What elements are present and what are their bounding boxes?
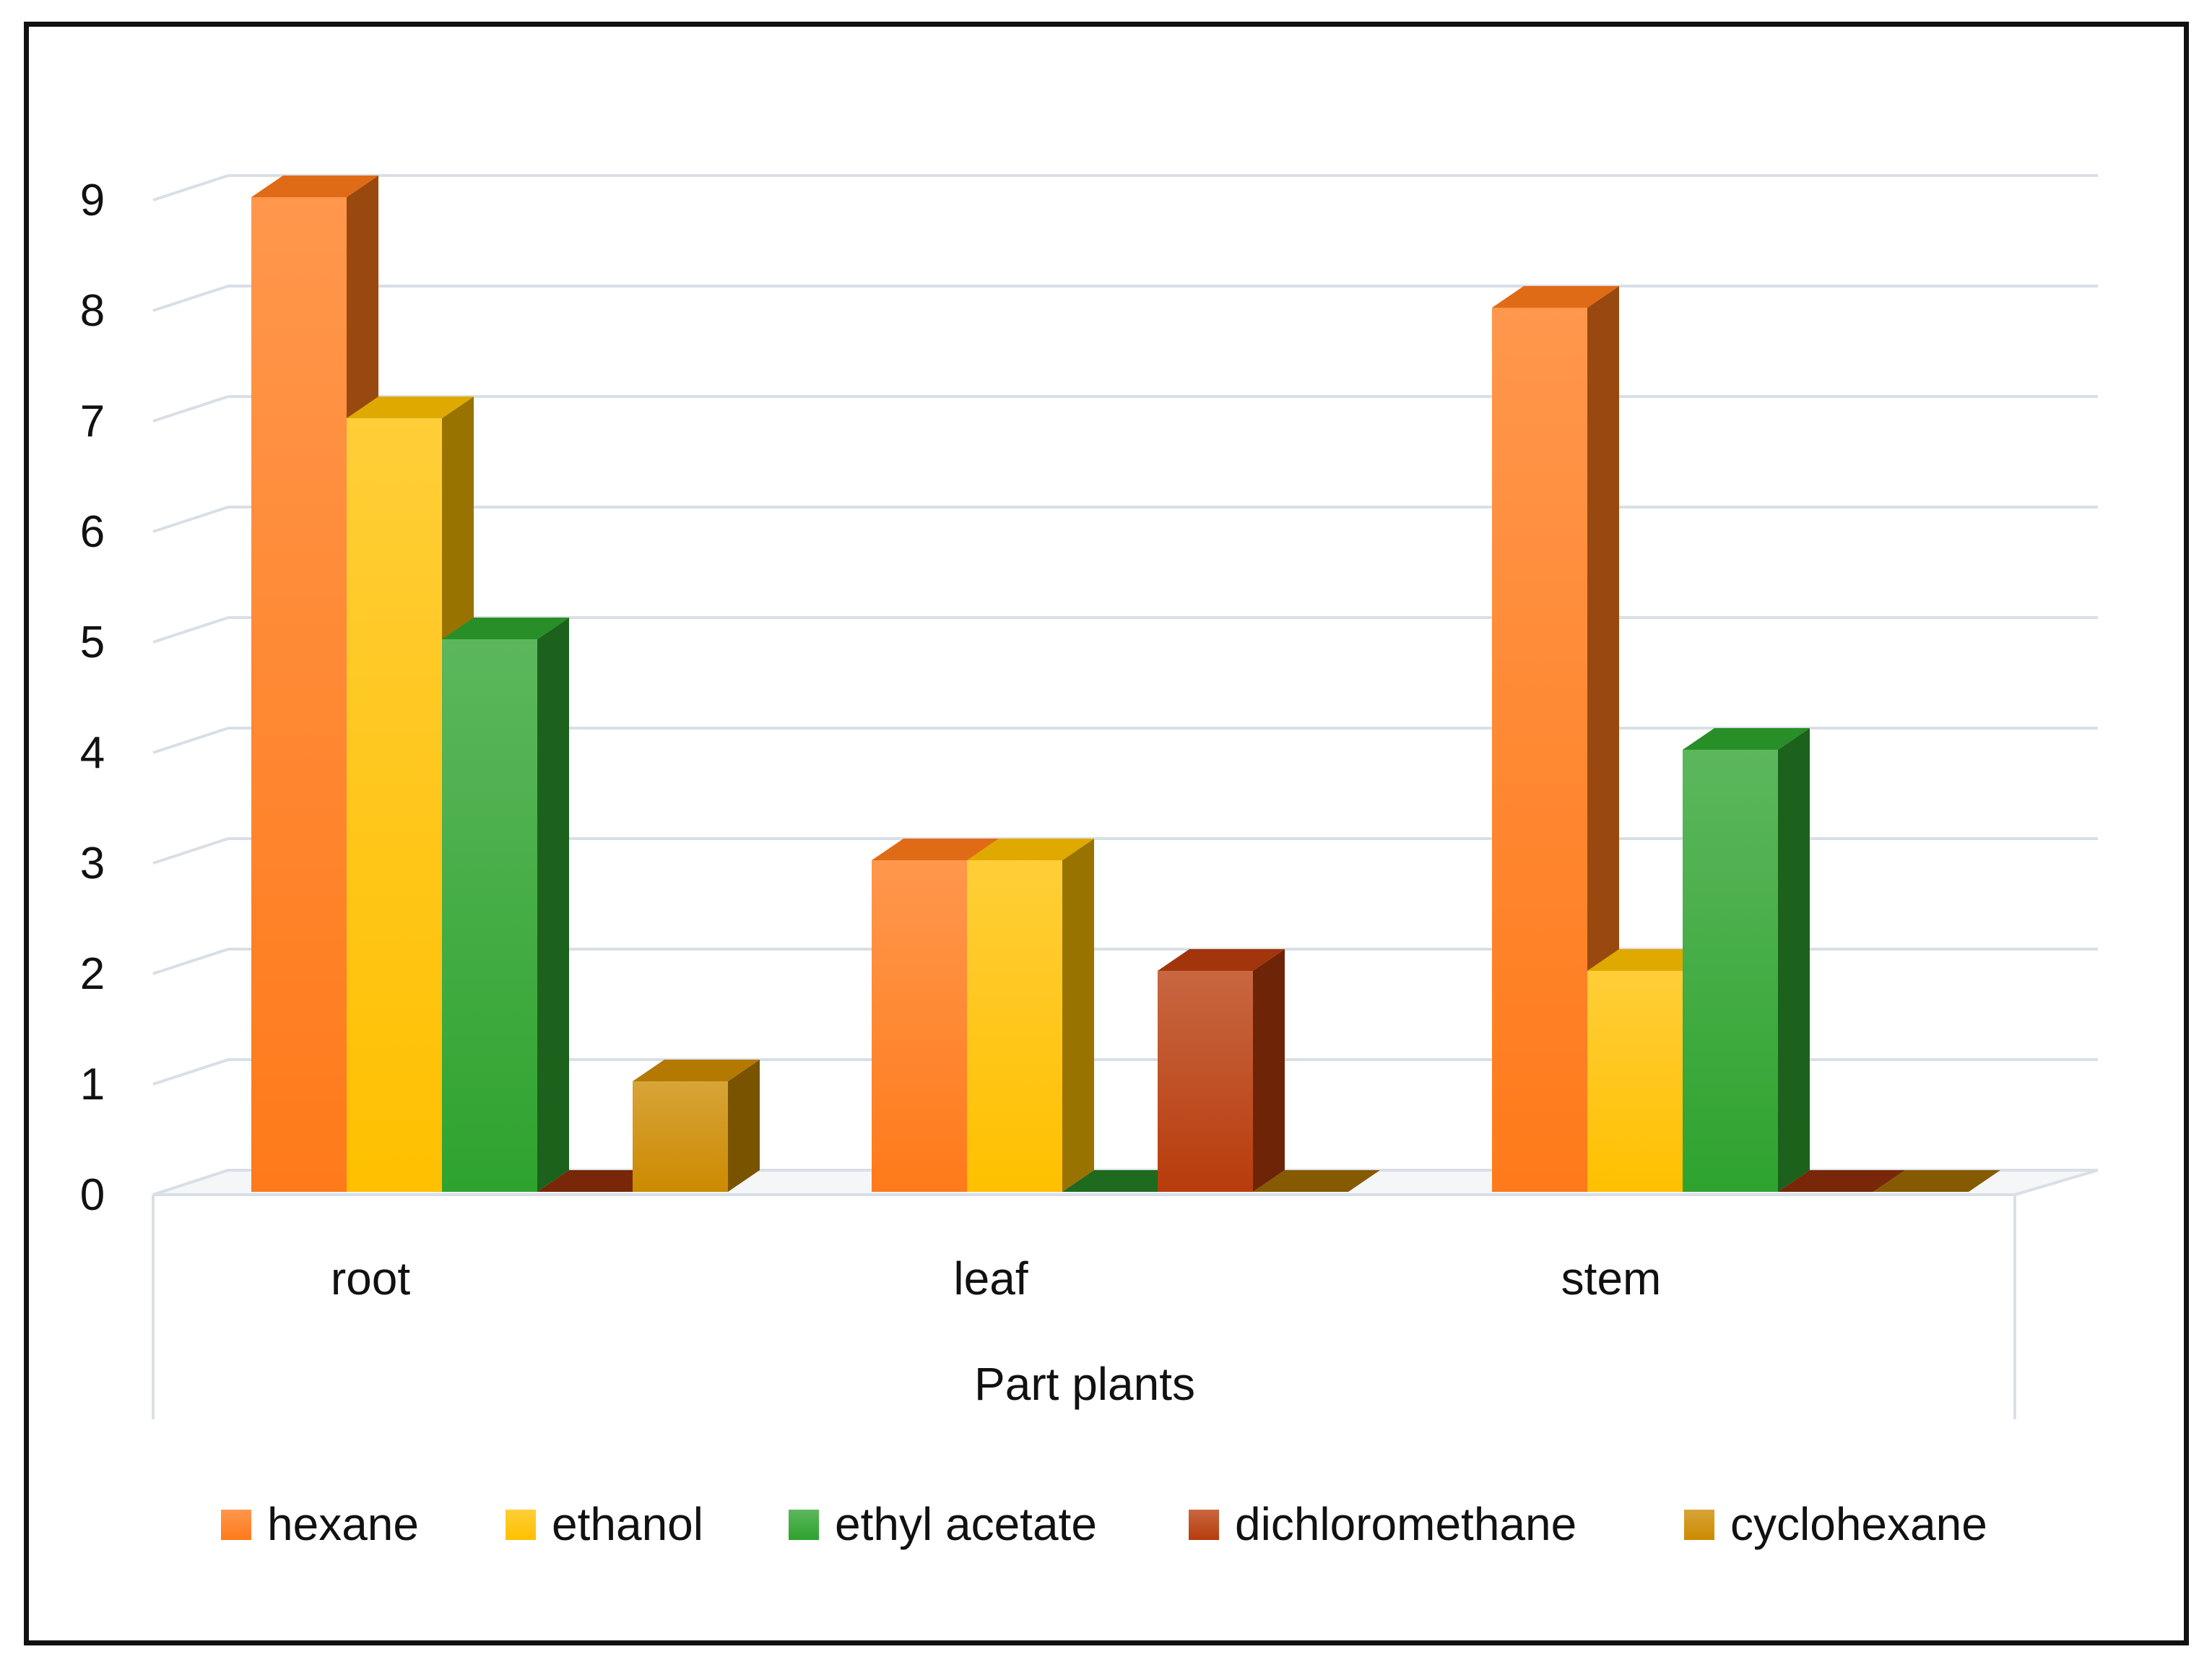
bar xyxy=(1158,949,1285,1192)
legend-swatch xyxy=(789,1510,819,1540)
legend-label: hexane xyxy=(267,1498,419,1550)
y-tick-label: 5 xyxy=(80,618,105,667)
axis-labels: Part plants 0 1 2 3 4 5 6 7 8 9 root leaf stem xyxy=(80,176,1662,1410)
gridline-side xyxy=(152,727,229,754)
gridline-side xyxy=(152,174,229,202)
gridline-side xyxy=(152,948,229,975)
legend-item: ethyl acetate xyxy=(789,1498,1097,1550)
y-tick-label: 1 xyxy=(80,1060,105,1109)
legend-swatch xyxy=(1189,1510,1219,1540)
bar xyxy=(967,839,1094,1192)
legend-item: cyclohexane xyxy=(1684,1498,1987,1550)
x-axis-title: Part plants xyxy=(974,1358,1195,1410)
bar xyxy=(1683,728,1810,1192)
bar xyxy=(1778,1170,1905,1192)
legend-item: ethanol xyxy=(506,1498,703,1550)
legend-swatch xyxy=(506,1510,536,1540)
legend-swatch xyxy=(1684,1510,1714,1540)
legend-label: ethanol xyxy=(552,1498,703,1550)
y-tick-label: 9 xyxy=(80,176,105,225)
x-tick-label: stem xyxy=(1561,1252,1662,1305)
y-tick-label: 8 xyxy=(80,286,105,336)
bars xyxy=(251,176,2000,1192)
y-tick-label: 4 xyxy=(80,728,105,778)
category-axis-box xyxy=(152,1193,2016,1419)
gridline-side xyxy=(152,837,229,865)
x-tick-label: leaf xyxy=(953,1252,1028,1305)
legend-item: dichloromethane xyxy=(1189,1498,1576,1550)
y-tick-label: 3 xyxy=(80,839,105,888)
bar xyxy=(1253,1170,1380,1192)
legend-label: dichloromethane xyxy=(1235,1498,1576,1550)
gridline-side xyxy=(152,285,229,312)
y-tick-label: 6 xyxy=(80,507,105,557)
y-tick-label: 2 xyxy=(80,949,105,999)
bar xyxy=(633,1060,760,1192)
bar xyxy=(442,618,569,1192)
y-tick-label: 7 xyxy=(80,397,105,446)
gridline-side xyxy=(152,616,229,644)
legend-label: ethyl acetate xyxy=(835,1498,1097,1550)
x-tick-label: root xyxy=(331,1252,411,1305)
legend: hexane ethanol ethyl acetate dichloromethan… xyxy=(221,1498,1987,1550)
gridline-side xyxy=(152,506,229,533)
gridline-side xyxy=(152,395,229,423)
legend-swatch xyxy=(221,1510,251,1540)
bar xyxy=(1873,1170,2000,1192)
gridline-side xyxy=(152,1058,229,1086)
y-tick-label: 0 xyxy=(80,1170,105,1220)
legend-item: hexane xyxy=(221,1498,419,1550)
legend-label: cyclohexane xyxy=(1730,1498,1987,1550)
